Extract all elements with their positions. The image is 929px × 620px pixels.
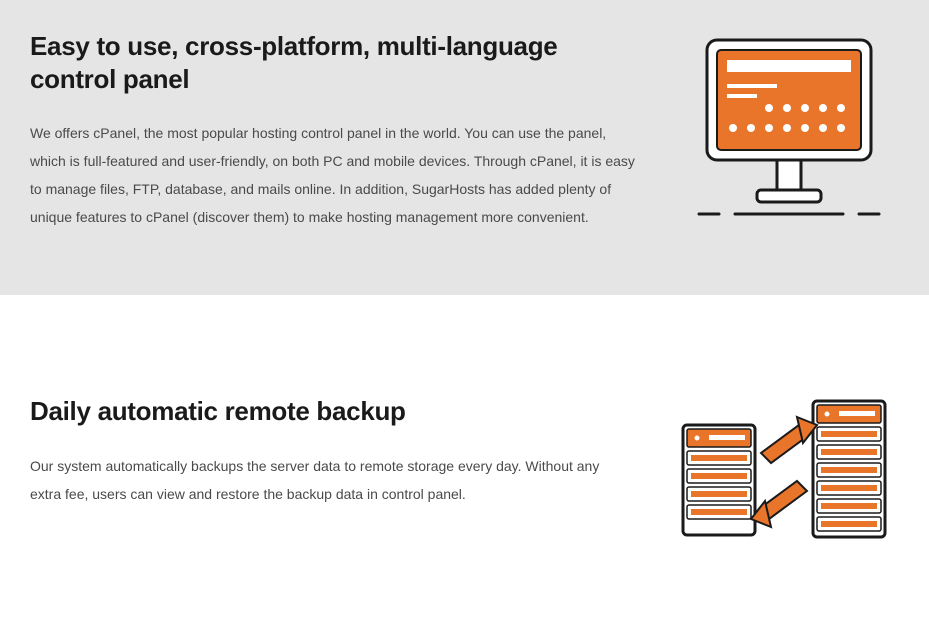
backup-servers-icon bbox=[669, 542, 899, 559]
section-heading: Easy to use, cross-platform, multi-langu… bbox=[30, 30, 639, 95]
feature-section-backup: Daily automatic remote backup Our system… bbox=[0, 295, 929, 620]
section-body: We offers cPanel, the most popular hosti… bbox=[30, 119, 639, 231]
illustration-column bbox=[669, 395, 899, 560]
section-heading: Daily automatic remote backup bbox=[30, 395, 629, 428]
text-column: Daily automatic remote backup Our system… bbox=[30, 395, 669, 508]
feature-section-cpanel: Easy to use, cross-platform, multi-langu… bbox=[0, 0, 929, 295]
monitor-cpanel-icon bbox=[679, 217, 899, 234]
section-body: Our system automatically backups the ser… bbox=[30, 452, 629, 508]
text-column: Easy to use, cross-platform, multi-langu… bbox=[30, 30, 679, 231]
illustration-column bbox=[679, 30, 899, 235]
